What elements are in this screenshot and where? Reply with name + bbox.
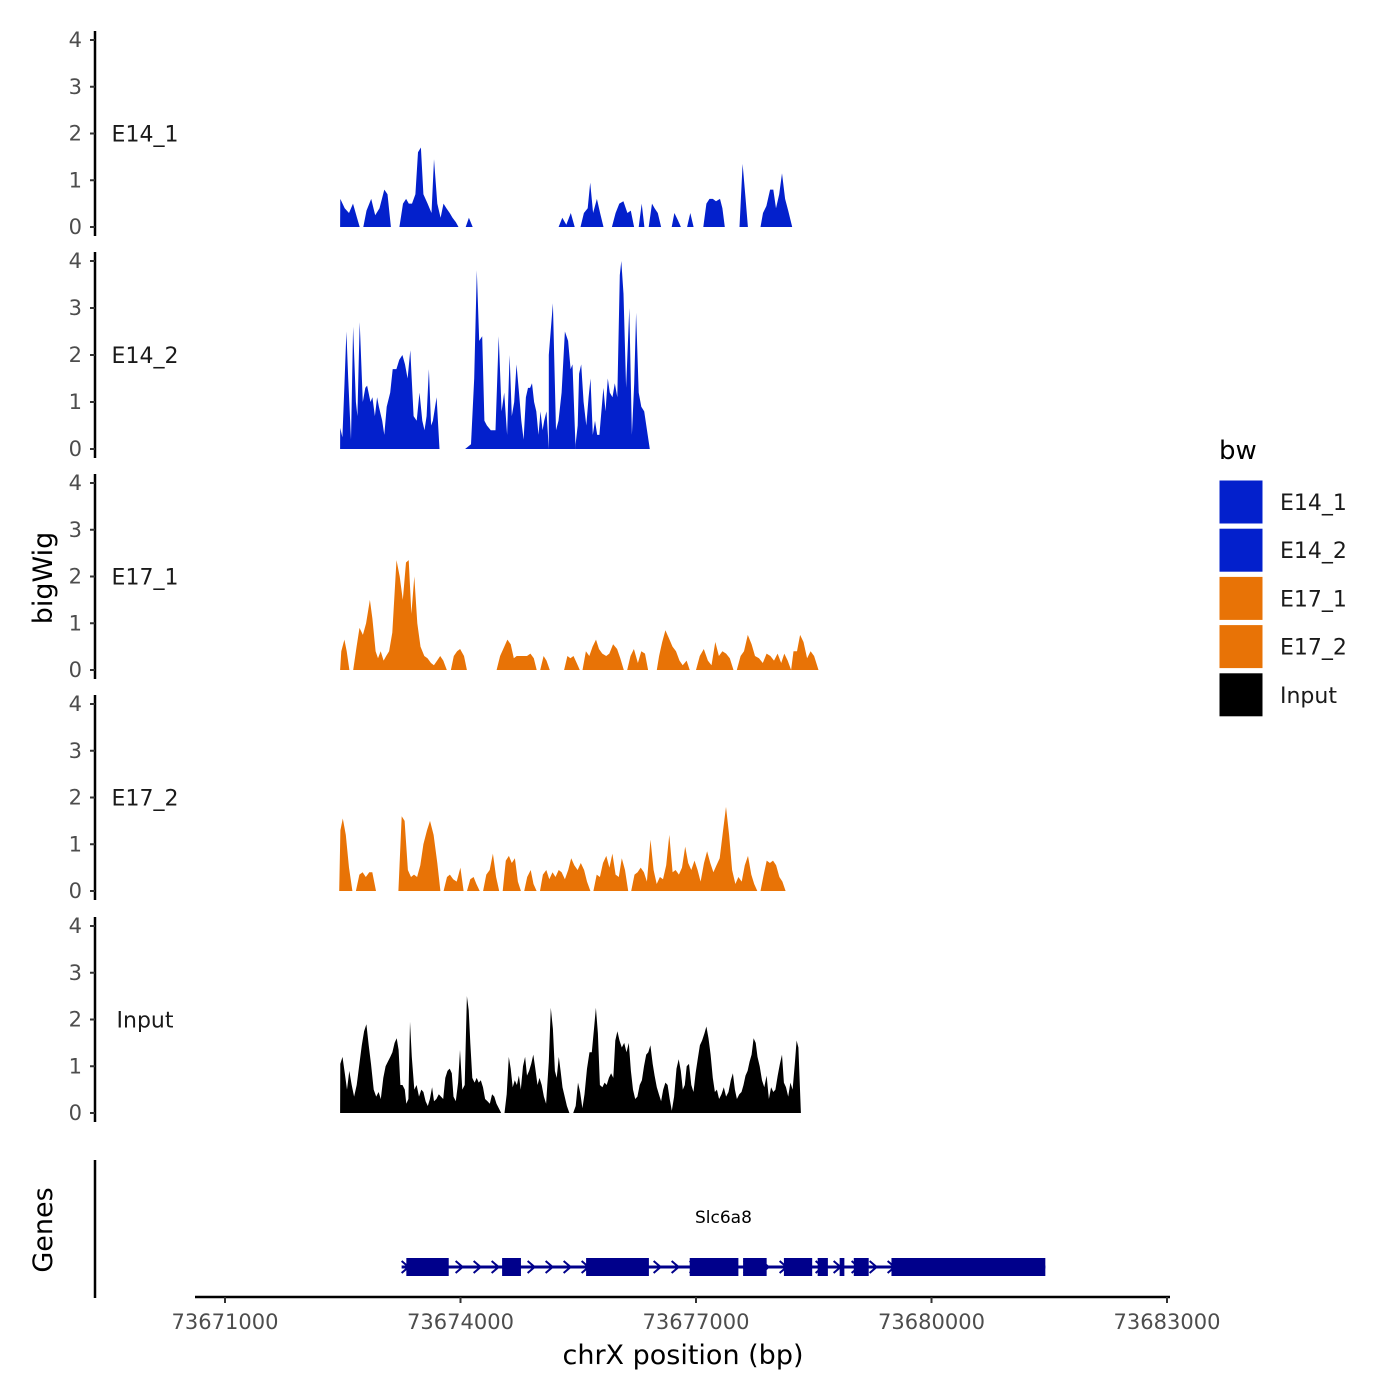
- strand-arrow: [472, 1260, 483, 1274]
- gene-exon: [743, 1258, 767, 1276]
- legend-swatch-E17_1: [1218, 575, 1264, 621]
- x-tick-label: 73677000: [643, 1310, 750, 1334]
- x-tick-label: 73680000: [878, 1310, 985, 1334]
- x-axis: 73671000 73674000 73677000 73680000 73683000: [172, 1295, 1221, 1334]
- x-tick-label: 73671000: [172, 1310, 279, 1334]
- gene-exon: [853, 1258, 869, 1276]
- legend-label: E14_2: [1280, 539, 1347, 564]
- y-tick-label: 0: [69, 658, 82, 682]
- track-label: E14_1: [112, 123, 179, 148]
- y-tick-label: 2: [69, 1008, 82, 1032]
- coverage-area-E17_2: [339, 806, 786, 891]
- y-tick-label: 2: [69, 122, 82, 146]
- legend: bw E14_1 E14_2 E17_1 E17_2 Input: [1218, 436, 1347, 718]
- gene-exon: [891, 1258, 1046, 1276]
- legend-label: E17_1: [1280, 587, 1347, 612]
- coverage-area-E17_1: [340, 560, 819, 670]
- track-Input: 0 1 2 3 4 Input: [69, 914, 801, 1125]
- coverage-area-Input: [340, 996, 801, 1113]
- gene-exon: [839, 1258, 845, 1276]
- gene-exon: [406, 1258, 449, 1276]
- gene-exon: [689, 1258, 739, 1276]
- legend-swatch-E14_2: [1218, 527, 1264, 573]
- strand-arrow: [454, 1260, 465, 1274]
- x-axis-title: chrX position (bp): [562, 1340, 803, 1371]
- y-tick-label: 1: [69, 1054, 82, 1078]
- y-tick-label: 3: [69, 75, 82, 99]
- legend-label: Input: [1280, 684, 1337, 709]
- legend-label: E14_1: [1280, 491, 1347, 516]
- x-tick-label: 73674000: [407, 1310, 514, 1334]
- strand-arrow: [544, 1260, 555, 1274]
- track-label: E14_2: [112, 344, 179, 369]
- track-label: E17_2: [112, 787, 179, 812]
- coverage-area-E14_2: [340, 261, 650, 449]
- y-tick-label: 1: [69, 832, 82, 856]
- y-tick-label: 1: [69, 168, 82, 192]
- y-tick-label: 1: [69, 611, 82, 635]
- y-tick-label: 4: [69, 914, 82, 938]
- genes-track: Slc6a8: [93, 1160, 1046, 1298]
- y-tick-label: 4: [69, 28, 82, 52]
- legend-label: E17_2: [1280, 636, 1347, 661]
- gene-name-label: Slc6a8: [695, 1208, 752, 1228]
- gene-exon: [817, 1258, 828, 1276]
- track-E14_1: 0 1 2 3 4 E14_1: [69, 28, 793, 239]
- y-tick-label: 1: [69, 390, 82, 414]
- coverage-area-E14_1: [340, 147, 793, 227]
- y-tick-label: 0: [69, 1101, 82, 1125]
- y-tick-label: 4: [69, 249, 82, 273]
- track-E17_1: 0 1 2 3 4 E17_1: [69, 471, 819, 682]
- y-tick-label: 0: [69, 437, 82, 461]
- y-tick-label: 2: [69, 565, 82, 589]
- y-tick-label: 2: [69, 343, 82, 367]
- strand-arrow: [670, 1260, 681, 1274]
- y-axis-title: bigWig: [28, 532, 59, 625]
- strand-arrow: [652, 1260, 663, 1274]
- genes-axis-title: Genes: [28, 1187, 59, 1272]
- y-tick-label: 0: [69, 879, 82, 903]
- gene-exon: [502, 1258, 521, 1276]
- track-label: E17_1: [112, 566, 179, 591]
- legend-swatch-E17_2: [1218, 624, 1264, 670]
- gene-exon: [783, 1258, 813, 1276]
- strand-arrow: [526, 1260, 537, 1274]
- bigwig-tracks: 0 1 2 3 4 E14_1 0 1 2 3 4 E14_2 0 1 2 3 4 E17_1 0 1 2 3 4 E17_2…: [69, 28, 819, 1125]
- legend-swatch-E14_1: [1218, 479, 1264, 525]
- legend-title: bw: [1219, 436, 1257, 466]
- gene-exon: [586, 1258, 649, 1276]
- x-tick-label: 73683000: [1114, 1310, 1221, 1334]
- y-tick-label: 0: [69, 215, 82, 239]
- y-tick-label: 3: [69, 296, 82, 320]
- track-label: Input: [117, 1009, 174, 1034]
- y-tick-label: 2: [69, 786, 82, 810]
- y-tick-label: 3: [69, 739, 82, 763]
- y-tick-label: 3: [69, 518, 82, 542]
- strand-arrow: [490, 1260, 501, 1274]
- strand-arrow: [868, 1260, 879, 1274]
- track-E17_2: 0 1 2 3 4 E17_2: [69, 692, 786, 903]
- y-tick-label: 4: [69, 471, 82, 495]
- track-E14_2: 0 1 2 3 4 E14_2: [69, 249, 650, 461]
- strand-arrow: [562, 1260, 573, 1274]
- y-tick-label: 4: [69, 692, 82, 716]
- legend-swatch-Input: [1218, 672, 1264, 718]
- y-tick-label: 3: [69, 961, 82, 985]
